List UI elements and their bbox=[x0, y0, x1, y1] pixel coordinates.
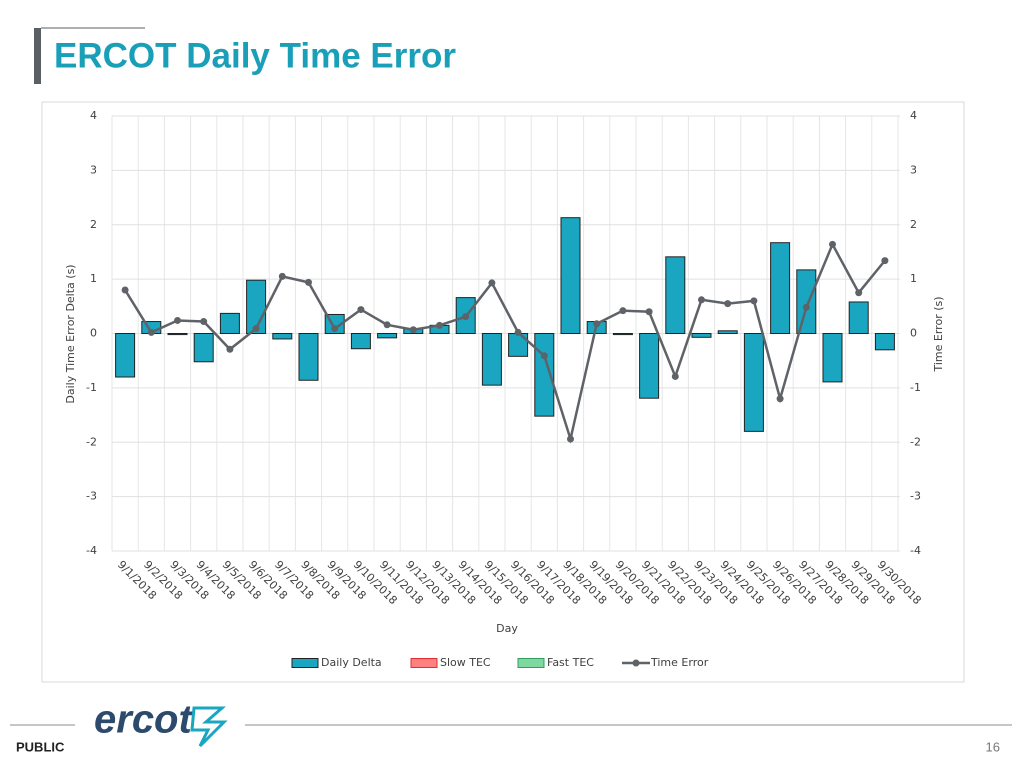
y2-tick-label: 1 bbox=[910, 272, 917, 285]
line bbox=[124, 241, 886, 444]
line-marker bbox=[462, 313, 470, 321]
line-marker bbox=[855, 289, 863, 297]
bar bbox=[770, 242, 791, 335]
bar bbox=[717, 330, 738, 334]
line-marker bbox=[383, 321, 391, 329]
y-tick-label: -4 bbox=[86, 544, 97, 557]
page-number: 16 bbox=[986, 739, 1000, 754]
line-marker bbox=[226, 345, 234, 353]
bar bbox=[665, 256, 686, 334]
y2-tick-label: 4 bbox=[910, 109, 917, 122]
line-marker bbox=[776, 395, 784, 403]
y2-tick-label: 0 bbox=[910, 327, 917, 340]
chart: -4 -3 -2 -1 0 1 2 3 4 -4 -3 -2 -1 0 1 2 3 4 Daily Time Err… bbox=[64, 109, 945, 669]
y-tick-label: 1 bbox=[90, 272, 97, 285]
line-marker bbox=[593, 320, 601, 328]
chart-frame bbox=[41, 101, 965, 683]
y2-tick-label: 2 bbox=[910, 218, 917, 231]
line-marker bbox=[357, 306, 365, 314]
y-tick-label: 2 bbox=[90, 218, 97, 231]
y-tick-label: -3 bbox=[86, 490, 97, 503]
y-axis-label: Daily Time Error Delta (s) bbox=[64, 264, 77, 403]
legend-swatch bbox=[291, 658, 319, 668]
bar bbox=[612, 333, 633, 336]
line-marker bbox=[619, 307, 627, 315]
y-tick-label: -1 bbox=[86, 381, 97, 394]
bar bbox=[639, 333, 660, 399]
line-marker bbox=[829, 240, 836, 248]
line-marker bbox=[881, 257, 889, 265]
legend-swatch bbox=[517, 658, 545, 668]
y-tick-label: 0 bbox=[90, 327, 97, 340]
line-marker bbox=[514, 328, 522, 336]
line-marker bbox=[121, 286, 129, 294]
line-marker bbox=[698, 296, 705, 304]
classification: PUBLIC bbox=[16, 739, 65, 754]
legend-label: Slow TEC bbox=[440, 656, 491, 669]
logo-mark bbox=[190, 706, 228, 748]
bar bbox=[193, 333, 214, 363]
line-marker bbox=[645, 308, 653, 316]
bar bbox=[796, 269, 817, 335]
logo: ercot bbox=[94, 698, 193, 742]
legend-label: Daily Delta bbox=[321, 656, 382, 669]
bar bbox=[481, 333, 502, 386]
title-accent bbox=[34, 28, 41, 84]
line-marker bbox=[567, 435, 574, 443]
bar bbox=[874, 333, 895, 351]
line-marker bbox=[724, 300, 732, 308]
slide-title: ERCOT Daily Time Error bbox=[54, 36, 456, 75]
line-marker bbox=[331, 325, 339, 333]
y2-tick-label: -3 bbox=[910, 490, 921, 503]
y-tick-label: 3 bbox=[90, 163, 97, 176]
bar bbox=[691, 333, 712, 338]
bar bbox=[743, 333, 764, 432]
bar bbox=[272, 333, 293, 340]
line-marker bbox=[305, 278, 312, 286]
bar bbox=[115, 333, 136, 378]
bar bbox=[848, 301, 869, 334]
y-tick-label: -2 bbox=[86, 435, 97, 448]
legend-swatch bbox=[410, 658, 438, 668]
bar bbox=[167, 333, 188, 336]
bar bbox=[377, 333, 398, 339]
bar bbox=[560, 217, 581, 334]
bar bbox=[534, 333, 555, 417]
bar bbox=[350, 333, 371, 350]
y2-tick-label: -1 bbox=[910, 381, 921, 394]
y2-tick-label: -4 bbox=[910, 544, 921, 557]
legend-swatch bbox=[632, 659, 640, 667]
x-axis-label: Day bbox=[496, 622, 518, 635]
line-marker bbox=[252, 325, 260, 333]
y2-axis-label: Time Error (s) bbox=[932, 296, 945, 372]
line-marker bbox=[488, 279, 496, 287]
y-tick-label: 4 bbox=[90, 109, 97, 122]
line-marker bbox=[671, 372, 679, 380]
line-marker bbox=[540, 352, 548, 360]
line-marker bbox=[147, 328, 155, 336]
bar bbox=[822, 333, 843, 383]
legend-label: Time Error bbox=[650, 656, 709, 669]
line-marker bbox=[750, 297, 758, 305]
y2-tick-label: -2 bbox=[910, 435, 921, 448]
line-marker bbox=[802, 303, 810, 311]
bar bbox=[298, 333, 319, 381]
y2-tick-label: 3 bbox=[910, 163, 917, 176]
line-marker bbox=[278, 272, 286, 280]
legend-label: Fast TEC bbox=[547, 656, 594, 669]
line-marker bbox=[200, 318, 208, 326]
line-marker bbox=[174, 316, 181, 324]
bar bbox=[219, 312, 240, 335]
line-marker bbox=[436, 321, 443, 329]
line-marker bbox=[409, 326, 417, 334]
